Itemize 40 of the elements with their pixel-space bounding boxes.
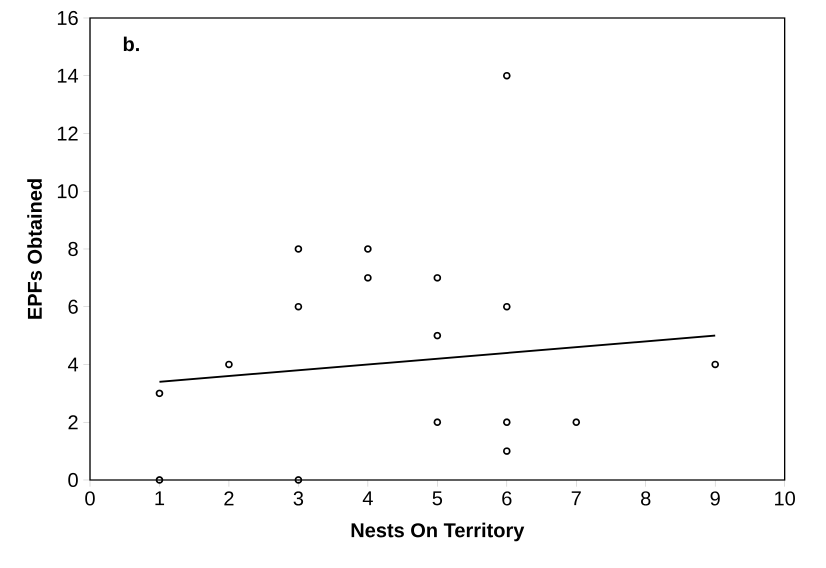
y-axis-title: EPFs Obtained <box>27 179 42 319</box>
x-tick-label: 6 <box>502 491 512 506</box>
annotation: b. <box>124 36 139 52</box>
x-tick-label: 1 <box>155 491 164 506</box>
point <box>502 72 511 80</box>
point <box>156 476 164 484</box>
y-tick-label: 12 <box>58 126 78 140</box>
point <box>294 245 302 253</box>
y-tick-label: 6 <box>68 300 78 314</box>
y-tick-label: 0 <box>68 472 78 488</box>
point <box>225 360 233 368</box>
x-tick-label: 8 <box>641 491 650 506</box>
point <box>294 476 302 484</box>
x-tick-label: 3 <box>294 491 304 506</box>
point <box>364 245 372 253</box>
y-tick-label: 2 <box>68 415 78 430</box>
x-tick-label: 0 <box>85 491 95 506</box>
x-tick-label: 9 <box>710 491 720 506</box>
x-tick-label: 2 <box>224 491 234 506</box>
y-tick-label: 16 <box>58 10 78 26</box>
y-tick-label: 8 <box>68 242 78 256</box>
point <box>711 360 719 368</box>
y-tick-label: 4 <box>68 358 78 372</box>
point <box>502 302 511 311</box>
x-tick-label: 10 <box>775 491 795 506</box>
point <box>434 332 442 340</box>
point <box>572 418 580 426</box>
point <box>156 390 164 398</box>
point <box>294 302 302 311</box>
x-axis-title: Nests On Territory <box>352 522 524 542</box>
point <box>502 447 511 455</box>
x-tick-label: 7 <box>572 491 581 506</box>
y-tick-label: 10 <box>58 184 78 198</box>
point <box>434 418 442 426</box>
point <box>502 418 511 426</box>
y-tick-label: 14 <box>58 68 78 83</box>
x-tick-label: 5 <box>432 491 442 506</box>
point <box>434 274 442 282</box>
x-tick-label: 4 <box>362 491 373 506</box>
point <box>364 274 372 282</box>
